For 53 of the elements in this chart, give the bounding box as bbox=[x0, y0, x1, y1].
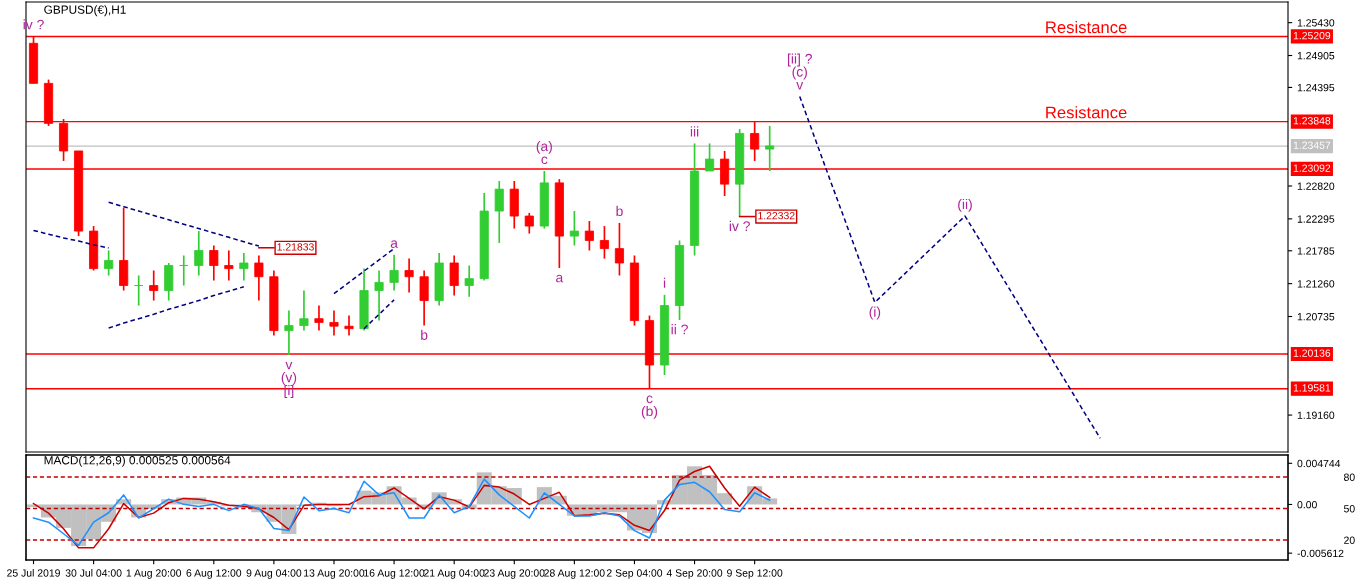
annotation: 1.21833 bbox=[277, 243, 314, 251]
y-tick-label: 1.24905 bbox=[1297, 52, 1335, 60]
x-tick-label: 13 Aug 20:00 bbox=[304, 569, 365, 579]
y-tick-label: 0.00 bbox=[1297, 500, 1317, 509]
x-tick-label: 30 Jul 04:00 bbox=[65, 569, 122, 577]
annotation: b bbox=[421, 329, 428, 340]
annotation: a bbox=[556, 274, 564, 283]
y-tick-label: 1.21785 bbox=[1297, 247, 1335, 255]
y-tick-label: 1.24395 bbox=[1297, 83, 1335, 92]
ref-line-label: 1.23848 bbox=[1293, 117, 1331, 125]
chart-title: MACD(12,26,9) 0.000525 0.000564 bbox=[44, 455, 231, 467]
x-tick-label: 25 Jul 2019 bbox=[7, 569, 60, 577]
x-tick-label: 28 Aug 12:00 bbox=[544, 569, 605, 579]
annotation: 1.22332 bbox=[758, 211, 795, 220]
annotation: Resistance bbox=[1046, 106, 1127, 119]
x-tick-label: 1 Aug 20:00 bbox=[126, 569, 182, 579]
annotation: (a) c bbox=[536, 140, 552, 165]
annotation: iv ? bbox=[729, 220, 750, 231]
ref-line-label: 1.20136 bbox=[1293, 349, 1331, 357]
x-tick-label: 6 Aug 12:00 bbox=[186, 569, 242, 579]
x-tick-label: 16 Aug 12:00 bbox=[364, 569, 425, 579]
ref-line-label: 1.23457 bbox=[1293, 141, 1331, 149]
y-tick-label: 1.19160 bbox=[1297, 411, 1335, 419]
y2-tick-label: 20 bbox=[1344, 536, 1355, 544]
ref-line-label: 1.23092 bbox=[1293, 164, 1331, 172]
y2-tick-label: 50 bbox=[1343, 505, 1355, 513]
y-tick-label: 1.21260 bbox=[1297, 280, 1335, 288]
annotation: a bbox=[390, 240, 398, 248]
y2-tick-label: 80 bbox=[1344, 473, 1355, 481]
y-tick-label: 1.25430 bbox=[1297, 19, 1335, 27]
x-tick-label: 21 Aug 04:00 bbox=[424, 569, 485, 579]
annotation: b bbox=[616, 205, 623, 217]
annotation: ii ? bbox=[671, 324, 688, 335]
annotation: c (b) bbox=[641, 395, 658, 419]
x-tick-label: 9 Sep 12:00 bbox=[727, 569, 783, 579]
chart-title: GBPUSD(€),H1 bbox=[44, 5, 126, 17]
x-tick-label: 4 Sep 20:00 bbox=[666, 569, 723, 579]
annotation: iii bbox=[690, 126, 699, 137]
x-tick-label: 9 Aug 04:00 bbox=[246, 569, 302, 579]
annotation: (i) bbox=[869, 306, 881, 320]
annotation: Resistance bbox=[1046, 20, 1127, 34]
annotation: (ii) bbox=[958, 198, 972, 212]
annotation: [ii] ? (c) v bbox=[787, 53, 812, 90]
annotation: i bbox=[663, 277, 666, 288]
y-tick-label: 0.004744 bbox=[1297, 459, 1341, 468]
ref-line-label: 1.25209 bbox=[1293, 31, 1331, 40]
y-tick-label: 1.20735 bbox=[1297, 313, 1335, 321]
ref-line-label: 1.19581 bbox=[1293, 384, 1331, 392]
x-tick-label: 23 Aug 20:00 bbox=[484, 569, 545, 579]
y-tick-label: 1.22820 bbox=[1297, 182, 1335, 190]
y-tick-label: 1.22295 bbox=[1297, 215, 1335, 223]
x-tick-label: 2 Sep 04:00 bbox=[606, 569, 663, 579]
y-tick-label: -0.005612 bbox=[1297, 549, 1344, 558]
